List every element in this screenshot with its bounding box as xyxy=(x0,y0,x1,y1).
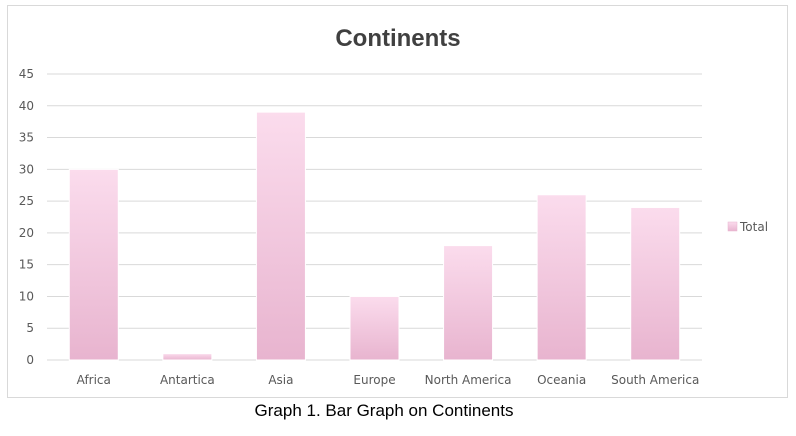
bar xyxy=(630,206,681,361)
x-tick-label: Asia xyxy=(268,373,293,387)
x-tick-label: Europe xyxy=(353,373,395,387)
bars xyxy=(68,111,681,361)
x-tick-label: Africa xyxy=(77,373,111,387)
chart-title: Continents xyxy=(335,25,460,52)
gridlines xyxy=(47,73,702,361)
y-tick-label: 30 xyxy=(19,162,34,176)
legend: Total xyxy=(727,220,768,234)
y-tick-label: 45 xyxy=(19,67,34,81)
bar xyxy=(68,168,119,361)
y-tick-label: 25 xyxy=(19,194,34,208)
y-tick-label: 15 xyxy=(19,258,34,272)
bar xyxy=(162,353,213,361)
x-tick-label: South America xyxy=(611,373,699,387)
bar-chart: Continents 0 5 10 15 20 25 30 35 40 45 Africa Anta… xyxy=(19,25,768,387)
bar xyxy=(349,295,400,361)
legend-label: Total xyxy=(739,220,768,234)
bar xyxy=(536,194,587,361)
y-tick-label: 35 xyxy=(19,131,34,145)
x-axis-labels: Africa Antartica Asia Europe North America Oc… xyxy=(77,373,700,387)
bar xyxy=(443,245,494,361)
y-tick-label: 40 xyxy=(19,99,34,113)
bar xyxy=(255,111,306,361)
figure-caption: Graph 1. Bar Graph on Continents xyxy=(254,401,514,420)
y-tick-label: 20 xyxy=(19,226,34,240)
y-axis-ticks: 0 5 10 15 20 25 30 35 40 45 xyxy=(19,67,34,367)
x-tick-label: Antartica xyxy=(160,373,215,387)
y-tick-label: 5 xyxy=(26,321,34,335)
y-tick-label: 10 xyxy=(19,289,34,303)
y-tick-label: 0 xyxy=(26,353,34,367)
legend-swatch xyxy=(727,221,738,232)
x-tick-label: Oceania xyxy=(537,373,586,387)
x-tick-label: North America xyxy=(425,373,512,387)
